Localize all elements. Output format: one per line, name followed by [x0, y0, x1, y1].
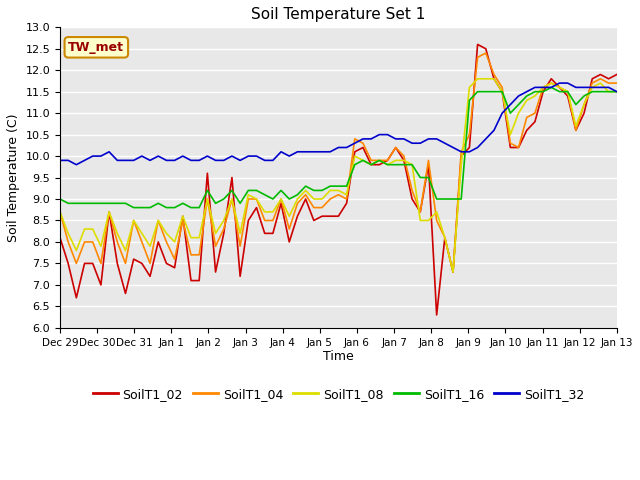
SoilT1_04	[97, 261, 105, 266]
SoilT1_04	[613, 80, 621, 86]
SoilT1_16	[154, 201, 162, 206]
Line: SoilT1_08: SoilT1_08	[60, 79, 617, 272]
SoilT1_08	[56, 209, 64, 215]
SoilT1_08	[449, 269, 457, 275]
SoilT1_08	[163, 230, 170, 236]
SoilT1_32	[490, 127, 498, 133]
SoilT1_16	[613, 89, 621, 95]
SoilT1_32	[171, 157, 179, 163]
SoilT1_04	[499, 84, 506, 90]
Line: SoilT1_04: SoilT1_04	[60, 53, 617, 272]
SoilT1_04	[56, 209, 64, 215]
SoilT1_02	[56, 235, 64, 240]
SoilT1_16	[171, 205, 179, 211]
SoilT1_02	[433, 312, 440, 318]
SoilT1_04	[146, 261, 154, 266]
SoilT1_16	[97, 201, 105, 206]
X-axis label: Time: Time	[323, 350, 354, 363]
SoilT1_04	[449, 269, 457, 275]
SoilT1_04	[482, 50, 490, 56]
SoilT1_04	[163, 239, 170, 245]
Text: TW_met: TW_met	[68, 41, 124, 54]
SoilT1_32	[56, 157, 64, 163]
SoilT1_16	[130, 205, 138, 211]
SoilT1_32	[556, 80, 563, 86]
SoilT1_16	[490, 89, 498, 95]
SoilT1_08	[499, 89, 506, 95]
SoilT1_02	[605, 76, 612, 82]
SoilT1_16	[384, 162, 392, 168]
SoilT1_08	[613, 89, 621, 95]
SoilT1_02	[613, 72, 621, 77]
SoilT1_32	[605, 84, 612, 90]
SoilT1_08	[605, 89, 612, 95]
SoilT1_04	[605, 80, 612, 86]
Y-axis label: Soil Temperature (C): Soil Temperature (C)	[7, 113, 20, 242]
SoilT1_32	[384, 132, 392, 137]
SoilT1_02	[376, 162, 383, 168]
SoilT1_08	[146, 243, 154, 249]
SoilT1_02	[146, 274, 154, 279]
Title: Soil Temperature Set 1: Soil Temperature Set 1	[252, 7, 426, 22]
Line: SoilT1_16: SoilT1_16	[60, 87, 617, 208]
SoilT1_02	[474, 42, 481, 48]
SoilT1_08	[97, 243, 105, 249]
SoilT1_02	[499, 89, 506, 95]
SoilT1_32	[105, 149, 113, 155]
SoilT1_04	[376, 157, 383, 163]
Legend: SoilT1_02, SoilT1_04, SoilT1_08, SoilT1_16, SoilT1_32: SoilT1_02, SoilT1_04, SoilT1_08, SoilT1_…	[88, 383, 589, 406]
SoilT1_32	[154, 153, 162, 159]
Line: SoilT1_02: SoilT1_02	[60, 45, 617, 315]
Line: SoilT1_32: SoilT1_32	[60, 83, 617, 165]
SoilT1_02	[97, 282, 105, 288]
SoilT1_32	[72, 162, 80, 168]
SoilT1_16	[56, 196, 64, 202]
SoilT1_02	[163, 261, 170, 266]
SoilT1_16	[605, 89, 612, 95]
SoilT1_16	[547, 84, 555, 90]
SoilT1_08	[474, 76, 481, 82]
SoilT1_08	[376, 157, 383, 163]
SoilT1_32	[613, 89, 621, 95]
